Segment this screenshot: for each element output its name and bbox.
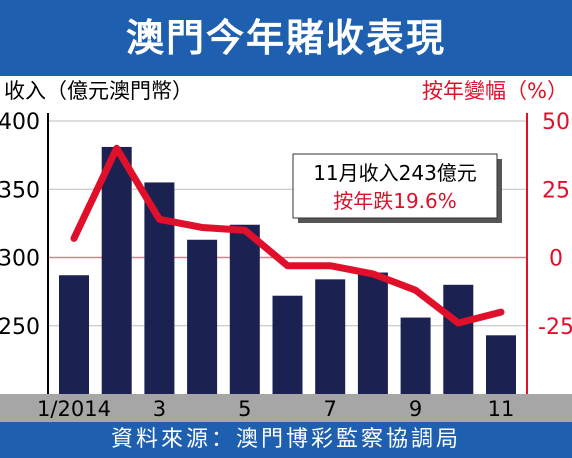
bar-month-4: [187, 239, 218, 394]
bar-month-10: [443, 284, 474, 394]
bar-month-11: [486, 335, 516, 394]
x-tick-label: 5: [238, 397, 251, 421]
footer-bar: 資料來源：澳門博彩監察協調局: [0, 422, 572, 458]
left-tick-label: 400: [0, 110, 40, 135]
annotation-line-2: 按年跌19.6%: [333, 189, 457, 213]
bar-month-7: [315, 279, 346, 394]
x-axis-band: [0, 394, 572, 422]
right-tick-label: 25: [542, 178, 570, 203]
left-tick-label: 250: [0, 315, 40, 340]
right-tick-label: -25: [538, 315, 572, 340]
x-tick-label: 3: [153, 397, 166, 421]
source-note: 資料來源：澳門博彩監察協調局: [110, 427, 461, 452]
bar-month-5: [229, 224, 260, 394]
x-tick-label: 9: [409, 397, 422, 421]
left-tick-label: 300: [0, 247, 40, 272]
bar-month-1: [59, 275, 89, 394]
x-tick-label: 11: [488, 397, 515, 421]
annotation-box: [292, 153, 498, 219]
right-tick-label: 0: [549, 247, 563, 272]
yoy-change-line: [70, 144, 505, 327]
title-bar: 澳門今年賭收表現: [0, 0, 572, 76]
x-tick-label: 7: [324, 397, 337, 421]
chart-title: 澳門今年賭收表現: [125, 16, 446, 60]
bar-month-8: [357, 272, 388, 394]
x-tick-label: 1/2014: [37, 397, 111, 421]
left-axis-label: 收入（億元澳門幣）: [4, 79, 193, 103]
bar-month-2: [101, 146, 132, 394]
annotation-line-1: 11月收入243億元: [313, 161, 477, 185]
right-tick-label: 50: [542, 110, 570, 135]
left-tick-label: 350: [0, 178, 40, 203]
bar-month-6: [272, 295, 303, 394]
bar-month-9: [400, 317, 431, 394]
right-axis-label: 按年變幅（%）: [422, 79, 568, 103]
